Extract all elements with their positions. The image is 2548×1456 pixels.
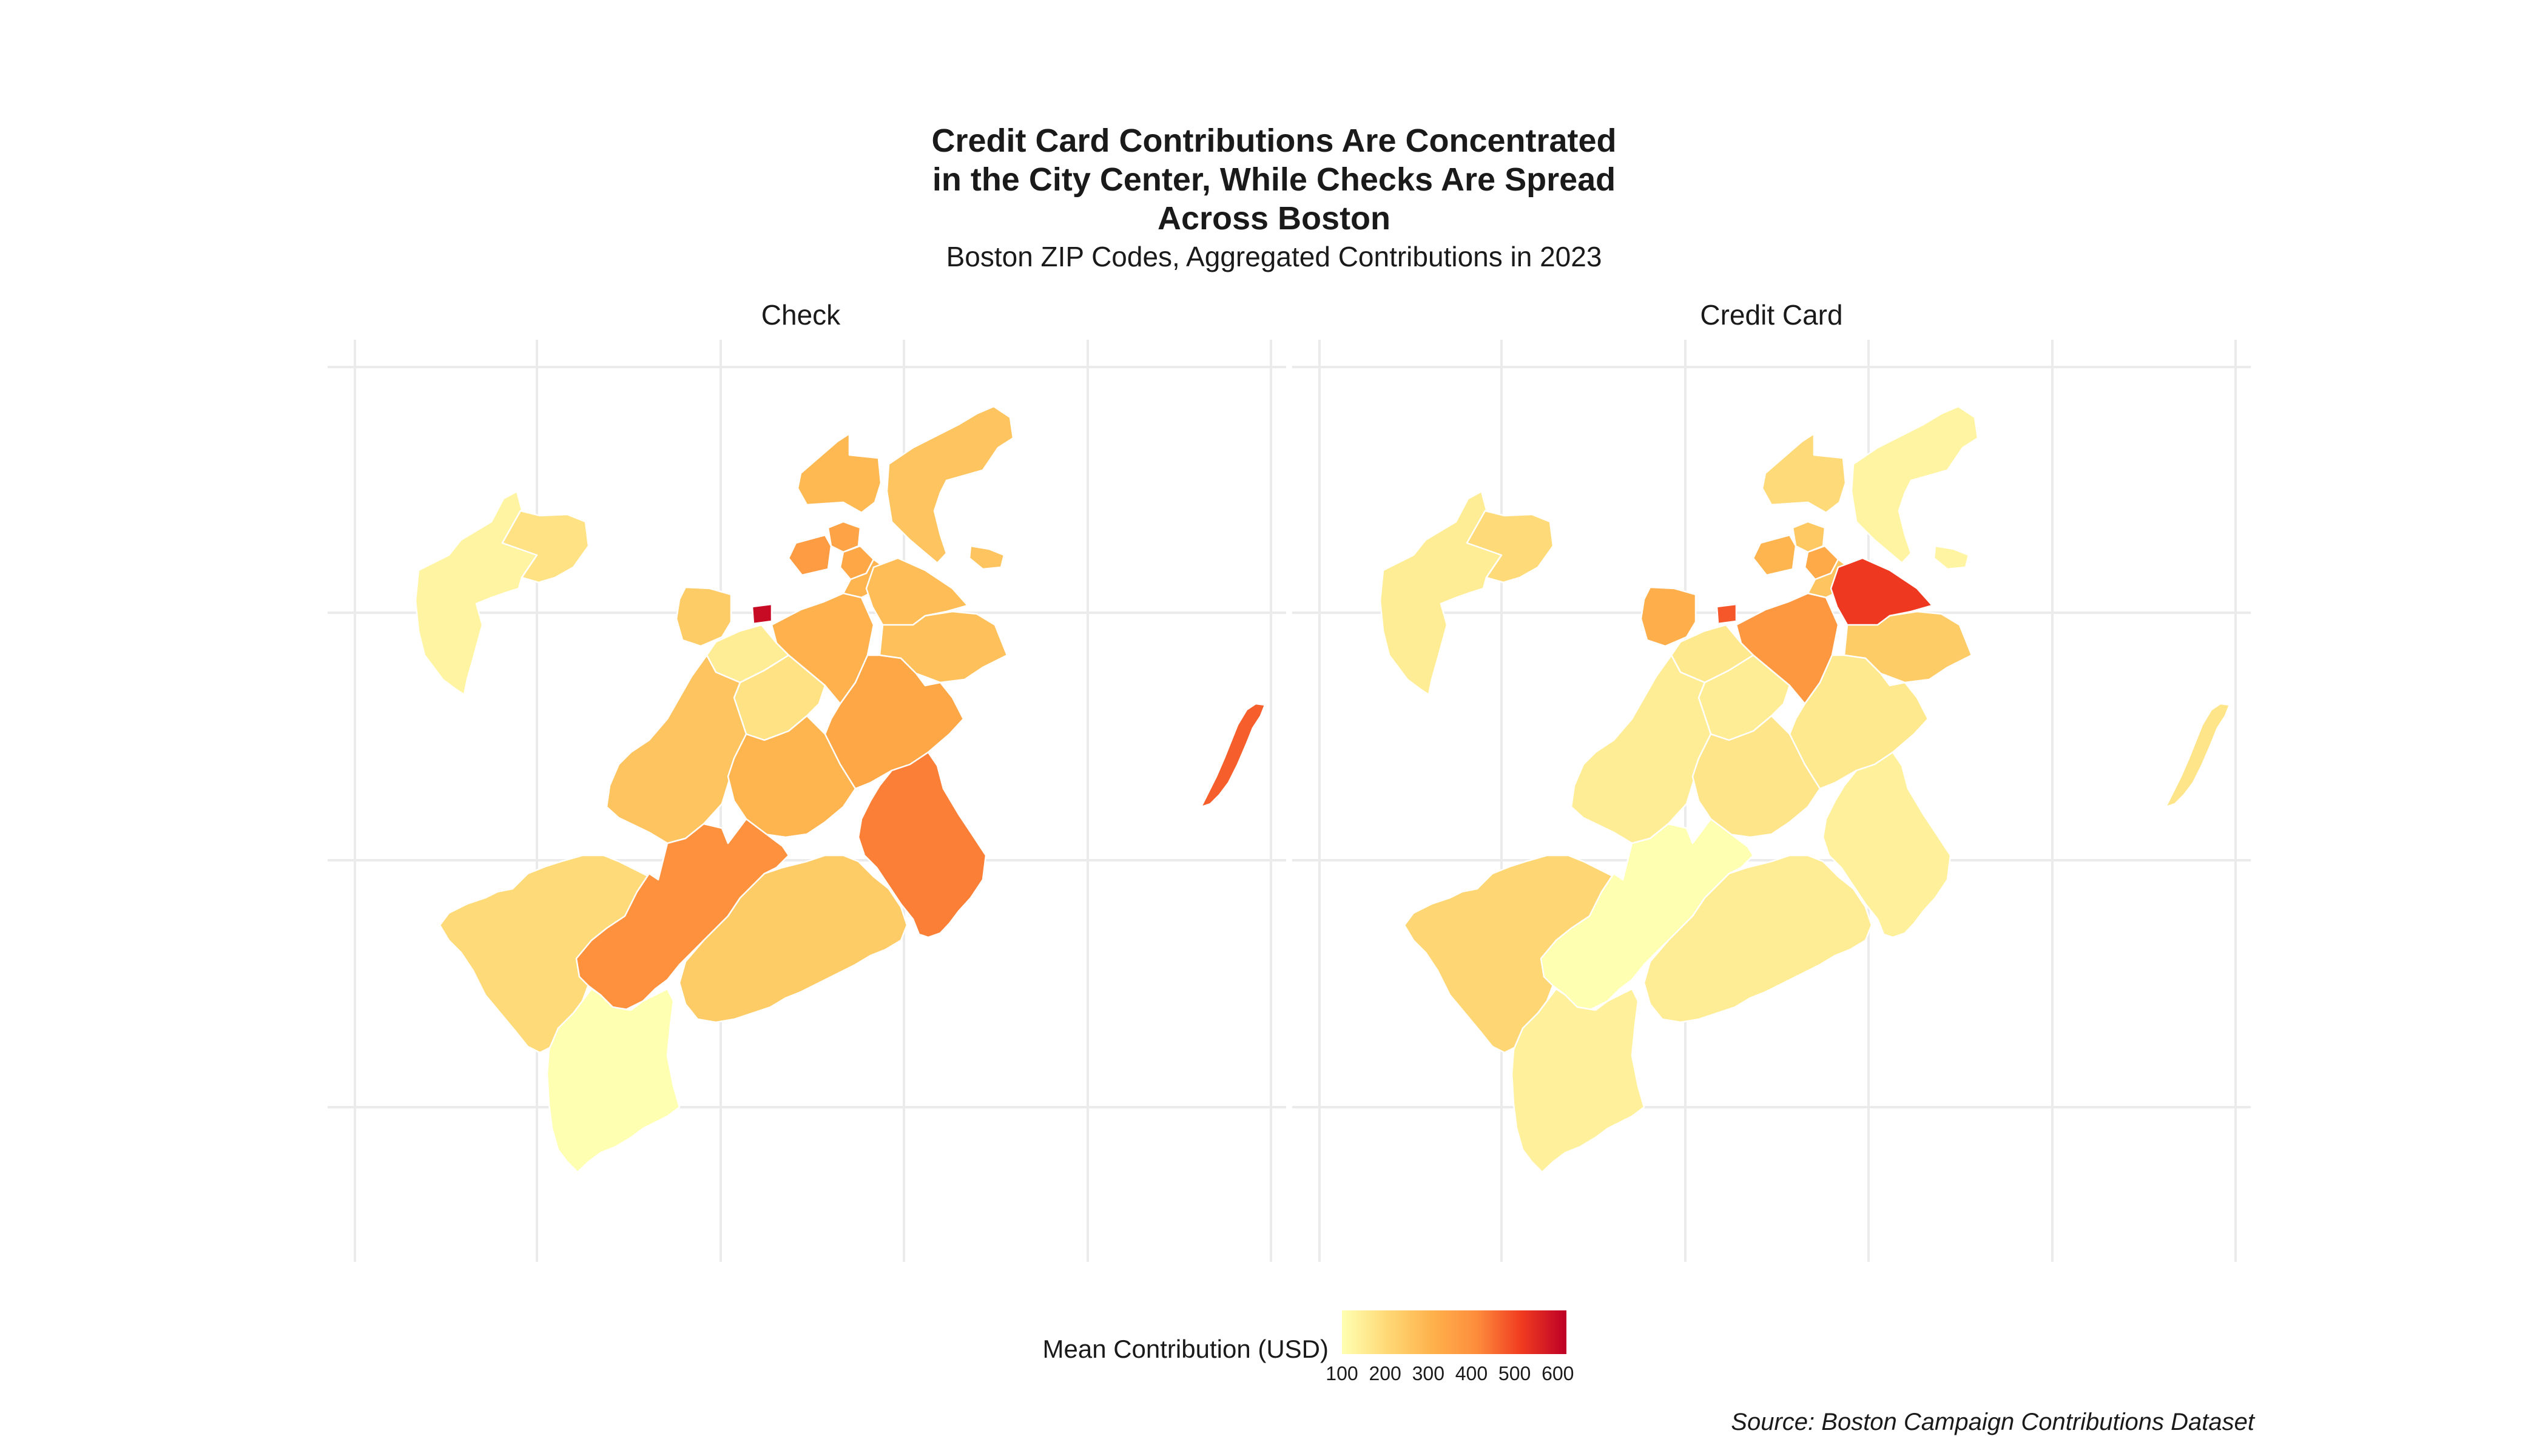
zip-region-west-end bbox=[1752, 534, 1797, 576]
legend-title: Mean Contribution (USD) bbox=[1042, 1335, 1329, 1363]
legend-tick: 600 bbox=[1542, 1363, 1574, 1384]
zip-region-dorchester bbox=[857, 751, 987, 939]
legend-tick-labels: 100 200 300 400 500 600 bbox=[1323, 1363, 1589, 1387]
map-panel-credit-card bbox=[1292, 340, 2251, 1262]
zip-region-harbor-islands bbox=[2165, 703, 2231, 808]
zip-region-dorchester-north bbox=[1788, 654, 1929, 790]
zip-region-east-boston bbox=[1850, 405, 1979, 570]
zip-regions bbox=[414, 405, 1266, 1173]
chart-title-line-3: Across Boston bbox=[1157, 200, 1391, 237]
zip-region-east-boston bbox=[886, 405, 1014, 570]
zip-region-west-end bbox=[787, 534, 832, 576]
check-map-svg bbox=[328, 340, 1286, 1262]
chart-title-line-1: Credit Card Contributions Are Concentrat… bbox=[931, 123, 1617, 159]
map-panel-check bbox=[328, 340, 1286, 1262]
zip-region-dorchester-north bbox=[824, 654, 965, 790]
zip-region-hyde-park bbox=[1511, 988, 1645, 1173]
zip-regions bbox=[1379, 405, 2231, 1173]
zip-region-harbor-islands bbox=[1200, 703, 1266, 808]
credit-map-svg bbox=[1292, 340, 2251, 1262]
zip-region-charlestown bbox=[797, 433, 882, 514]
legend-tick: 300 bbox=[1412, 1363, 1444, 1384]
zip-region-charlestown bbox=[1761, 433, 1847, 514]
zip-region-hyde-park bbox=[546, 988, 681, 1173]
zip-region-beacon-hill bbox=[751, 603, 773, 625]
zip-region-brighton bbox=[1466, 510, 1554, 584]
zip-region-mattapan bbox=[1643, 854, 1873, 1023]
legend-tick: 400 bbox=[1455, 1363, 1488, 1384]
zip-region-dorchester bbox=[1822, 751, 1952, 939]
zip-region-beacon-hill bbox=[1716, 603, 1737, 625]
legend-color-bar bbox=[1342, 1310, 1566, 1354]
zip-region-roslindale bbox=[1540, 818, 1754, 1014]
chart-title-line-2: in the City Center, While Checks Are Spr… bbox=[932, 161, 1616, 198]
legend-tick: 100 bbox=[1326, 1363, 1358, 1384]
zip-region-back-bay bbox=[675, 586, 732, 647]
panel-title-credit-card: Credit Card bbox=[1700, 299, 1843, 331]
zip-region-mattapan bbox=[678, 854, 908, 1023]
source-caption: Source: Boston Campaign Contributions Da… bbox=[1731, 1409, 2254, 1435]
zip-region-jamaica-plain bbox=[605, 654, 747, 844]
zip-region-back-bay bbox=[1640, 586, 1697, 647]
legend-tick: 500 bbox=[1498, 1363, 1531, 1384]
zip-region-roxbury bbox=[727, 715, 857, 838]
chart-subtitle: Boston ZIP Codes, Aggregated Contributio… bbox=[946, 241, 1602, 272]
zip-region-roslindale bbox=[575, 818, 790, 1014]
zip-region-roxbury bbox=[1691, 715, 1821, 838]
legend-tick: 200 bbox=[1369, 1363, 1401, 1384]
zip-region-jamaica-plain bbox=[1570, 654, 1712, 844]
panel-title-check: Check bbox=[761, 299, 841, 331]
zip-region-brighton bbox=[501, 510, 590, 584]
